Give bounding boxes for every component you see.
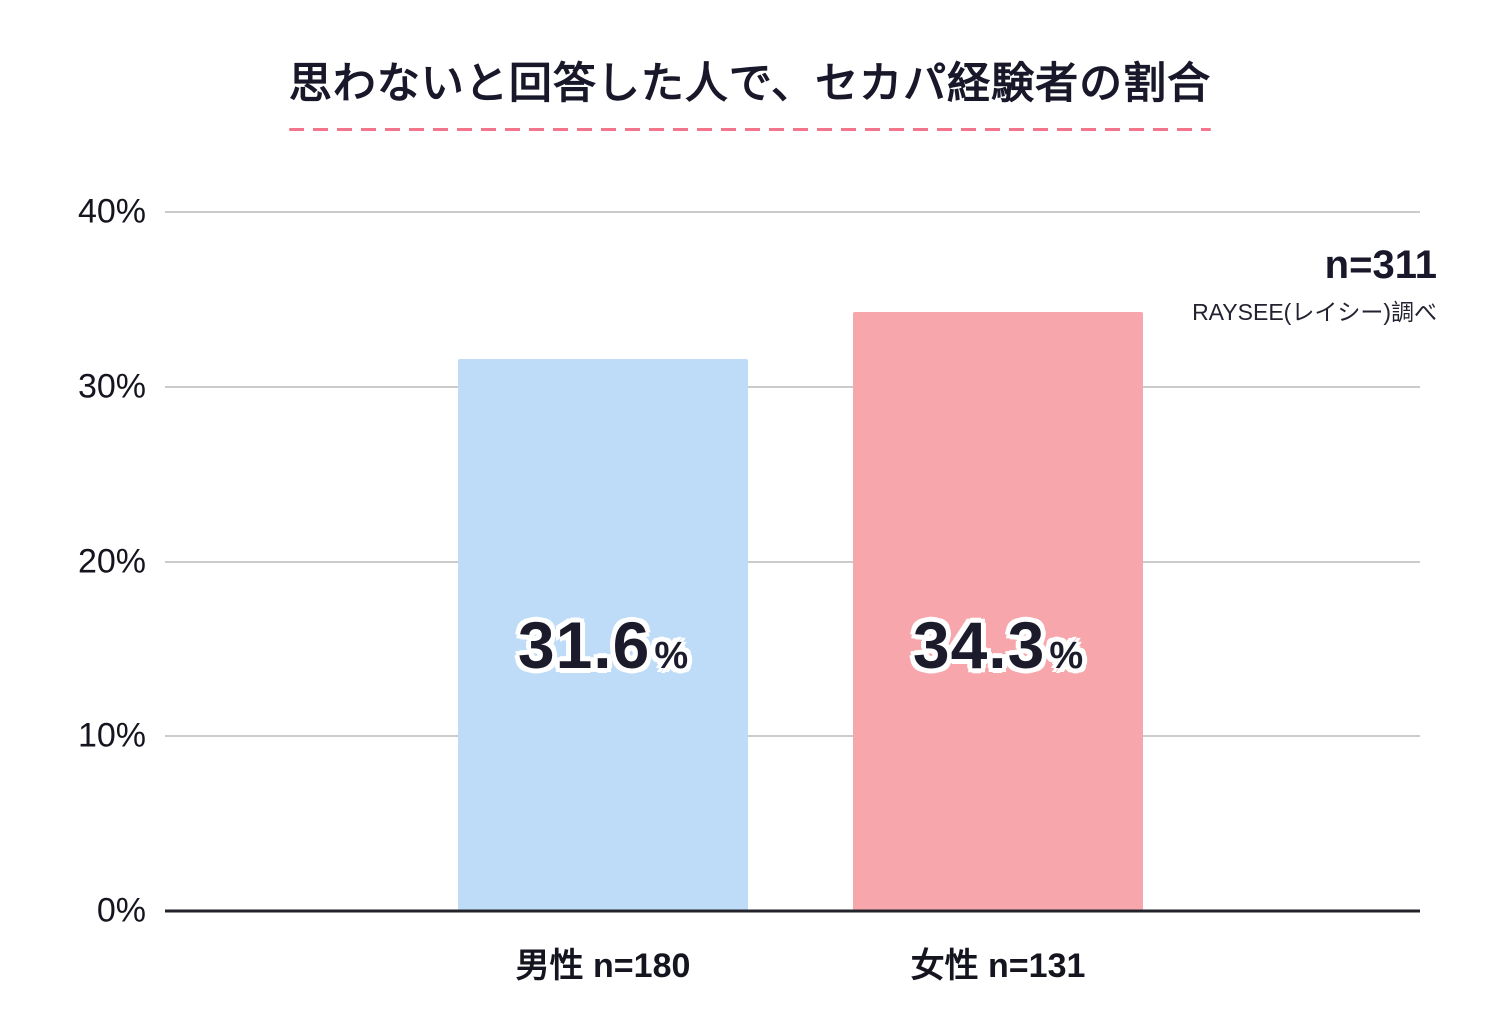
total-sample-size: n=311 xyxy=(1324,243,1437,287)
gridline xyxy=(165,385,1420,388)
plot-area: 31.6% 34.3% xyxy=(165,211,1420,913)
gridline xyxy=(165,560,1420,563)
y-axis-tick-label: 10% xyxy=(77,716,146,755)
bar-value-unit: % xyxy=(654,635,689,677)
y-axis-tick-label: 0% xyxy=(96,891,146,930)
bar-value-label: 34.3% xyxy=(913,607,1083,683)
y-axis-tick-label: 40% xyxy=(77,192,146,231)
chart-title: 思わないと回答した人で、セカパ経験者の割合 xyxy=(288,60,1212,108)
source-credit: RAYSEE(レイシー)調べ xyxy=(1192,299,1437,325)
x-axis-line xyxy=(165,909,1420,913)
sample-annotation: n=311 RAYSEE(レイシー)調べ xyxy=(1192,243,1437,327)
x-axis-category-label: 男性 n=180 xyxy=(515,947,691,985)
y-axis-tick-label: 30% xyxy=(77,367,146,406)
bar-value-label: 31.6% xyxy=(518,607,688,683)
gridline xyxy=(165,735,1420,738)
bar-female xyxy=(853,311,1143,911)
bar-value-number: 31.6 xyxy=(517,608,651,682)
title-underline-decoration xyxy=(288,127,1212,131)
gridline xyxy=(165,211,1420,213)
bar-value-number: 34.3 xyxy=(912,608,1046,682)
chart-title-block: 思わないと回答した人で、セカパ経験者の割合 xyxy=(288,58,1212,131)
bar-value-unit: % xyxy=(1049,635,1084,677)
bar-male xyxy=(458,358,748,911)
x-axis-category-label: 女性 n=131 xyxy=(910,947,1086,985)
title-area: 思わないと回答した人で、セカパ経験者の割合 xyxy=(0,58,1500,131)
y-axis-tick-label: 20% xyxy=(77,542,146,580)
